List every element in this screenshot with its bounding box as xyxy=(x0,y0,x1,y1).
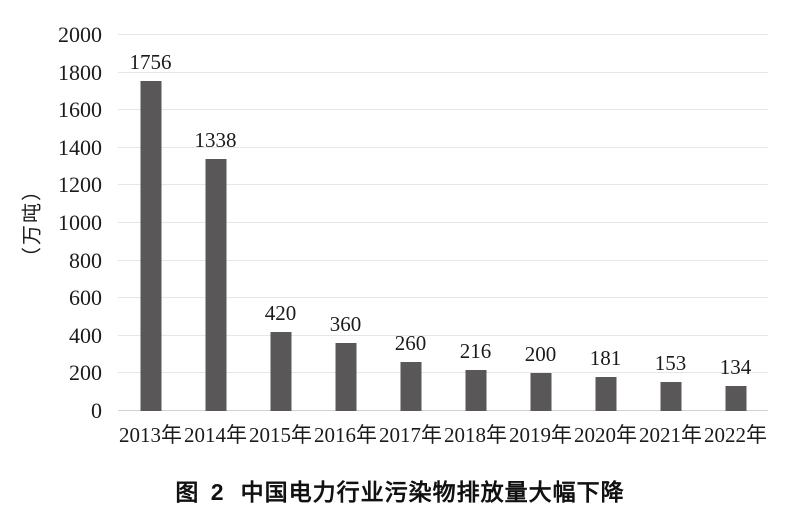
bar xyxy=(400,362,421,411)
bar xyxy=(725,385,746,411)
bar-column: 181 2020年 xyxy=(573,35,638,445)
bar-column: 260 2017年 xyxy=(378,35,443,446)
bar xyxy=(530,373,551,411)
bar xyxy=(140,80,161,411)
bar-column: 420 2015年 xyxy=(248,35,313,446)
gridline xyxy=(118,34,768,35)
bar-value-label: 134 xyxy=(719,354,752,379)
gridline xyxy=(118,372,768,374)
gridline xyxy=(118,334,768,336)
y-axis-tick-labels: 0 200 400 600 800 1000 1200 1400 1600 1800 2000 xyxy=(0,24,102,422)
bar xyxy=(660,382,681,411)
figure-number: 图 2 xyxy=(175,479,227,505)
gridline xyxy=(118,259,768,261)
bar-columns: 1756 2013年 1338 2014年 420 2015年 360 2016年 260 201… xyxy=(118,35,768,446)
bar-column: 134 2022年 xyxy=(703,35,768,445)
y-tick-label: 1200 xyxy=(58,172,102,198)
x-tick-label: 2021年 xyxy=(639,423,702,447)
gridline xyxy=(118,184,768,186)
bar-column: 153 2021年 xyxy=(638,35,703,446)
gridline xyxy=(118,297,768,299)
bar-value-label: 1756 xyxy=(129,49,172,74)
y-tick-label: 1000 xyxy=(58,210,102,235)
bar xyxy=(465,370,486,411)
y-tick-label: 1600 xyxy=(58,97,102,123)
gridline xyxy=(118,109,768,111)
x-tick-label: 2017年 xyxy=(379,423,442,447)
x-tick-label: 2020年 xyxy=(574,423,637,447)
bar-value-label: 1338 xyxy=(194,128,237,153)
bar-value-label: 260 xyxy=(394,331,427,356)
x-axis-baseline xyxy=(118,410,768,411)
bar-column: 216 2018年 xyxy=(443,35,508,446)
bar xyxy=(595,376,616,411)
x-tick-label: 2015年 xyxy=(249,423,312,447)
bar-column: 200 2019年 xyxy=(508,35,573,446)
bar-value-label: 200 xyxy=(524,342,557,367)
x-tick-label: 2013年 xyxy=(119,423,182,447)
bar-column: 360 2016年 xyxy=(313,35,378,446)
bar-value-label: 153 xyxy=(654,351,687,376)
bar-value-label: 360 xyxy=(329,312,362,337)
y-tick-label: 1400 xyxy=(58,134,102,160)
bar xyxy=(205,159,226,411)
y-tick-label: 0 xyxy=(91,398,102,423)
bar-value-label: 420 xyxy=(264,301,297,326)
x-tick-label: 2022年 xyxy=(704,423,767,447)
bar-value-label: 181 xyxy=(589,345,622,370)
y-tick-label: 600 xyxy=(69,285,102,311)
y-tick-label: 200 xyxy=(69,360,102,386)
figure-caption: 图 2 中国电力行业污染物排放量大幅下降 xyxy=(0,473,800,507)
bar-column: 1756 2013年 xyxy=(118,35,183,445)
bar-column: 1338 2014年 xyxy=(183,35,248,446)
bar xyxy=(335,343,356,411)
y-tick-label: 800 xyxy=(69,247,102,273)
gridline xyxy=(118,71,768,73)
x-tick-label: 2016年 xyxy=(314,423,377,447)
y-tick-label: 400 xyxy=(69,322,102,348)
gridline xyxy=(118,146,768,148)
x-tick-label: 2019年 xyxy=(509,423,572,447)
figure-title: 中国电力行业污染物排放量大幅下降 xyxy=(240,479,625,505)
plot-area: 1756 2013年 1338 2014年 420 2015年 360 2016年 260 201… xyxy=(118,34,768,446)
x-tick-label: 2014年 xyxy=(184,423,247,447)
bar-value-label: 216 xyxy=(459,339,492,364)
x-tick-label: 2018年 xyxy=(444,423,507,447)
bar xyxy=(270,332,291,411)
y-tick-label: 2000 xyxy=(58,22,102,47)
y-tick-label: 1800 xyxy=(58,59,102,85)
gridline xyxy=(118,222,768,223)
